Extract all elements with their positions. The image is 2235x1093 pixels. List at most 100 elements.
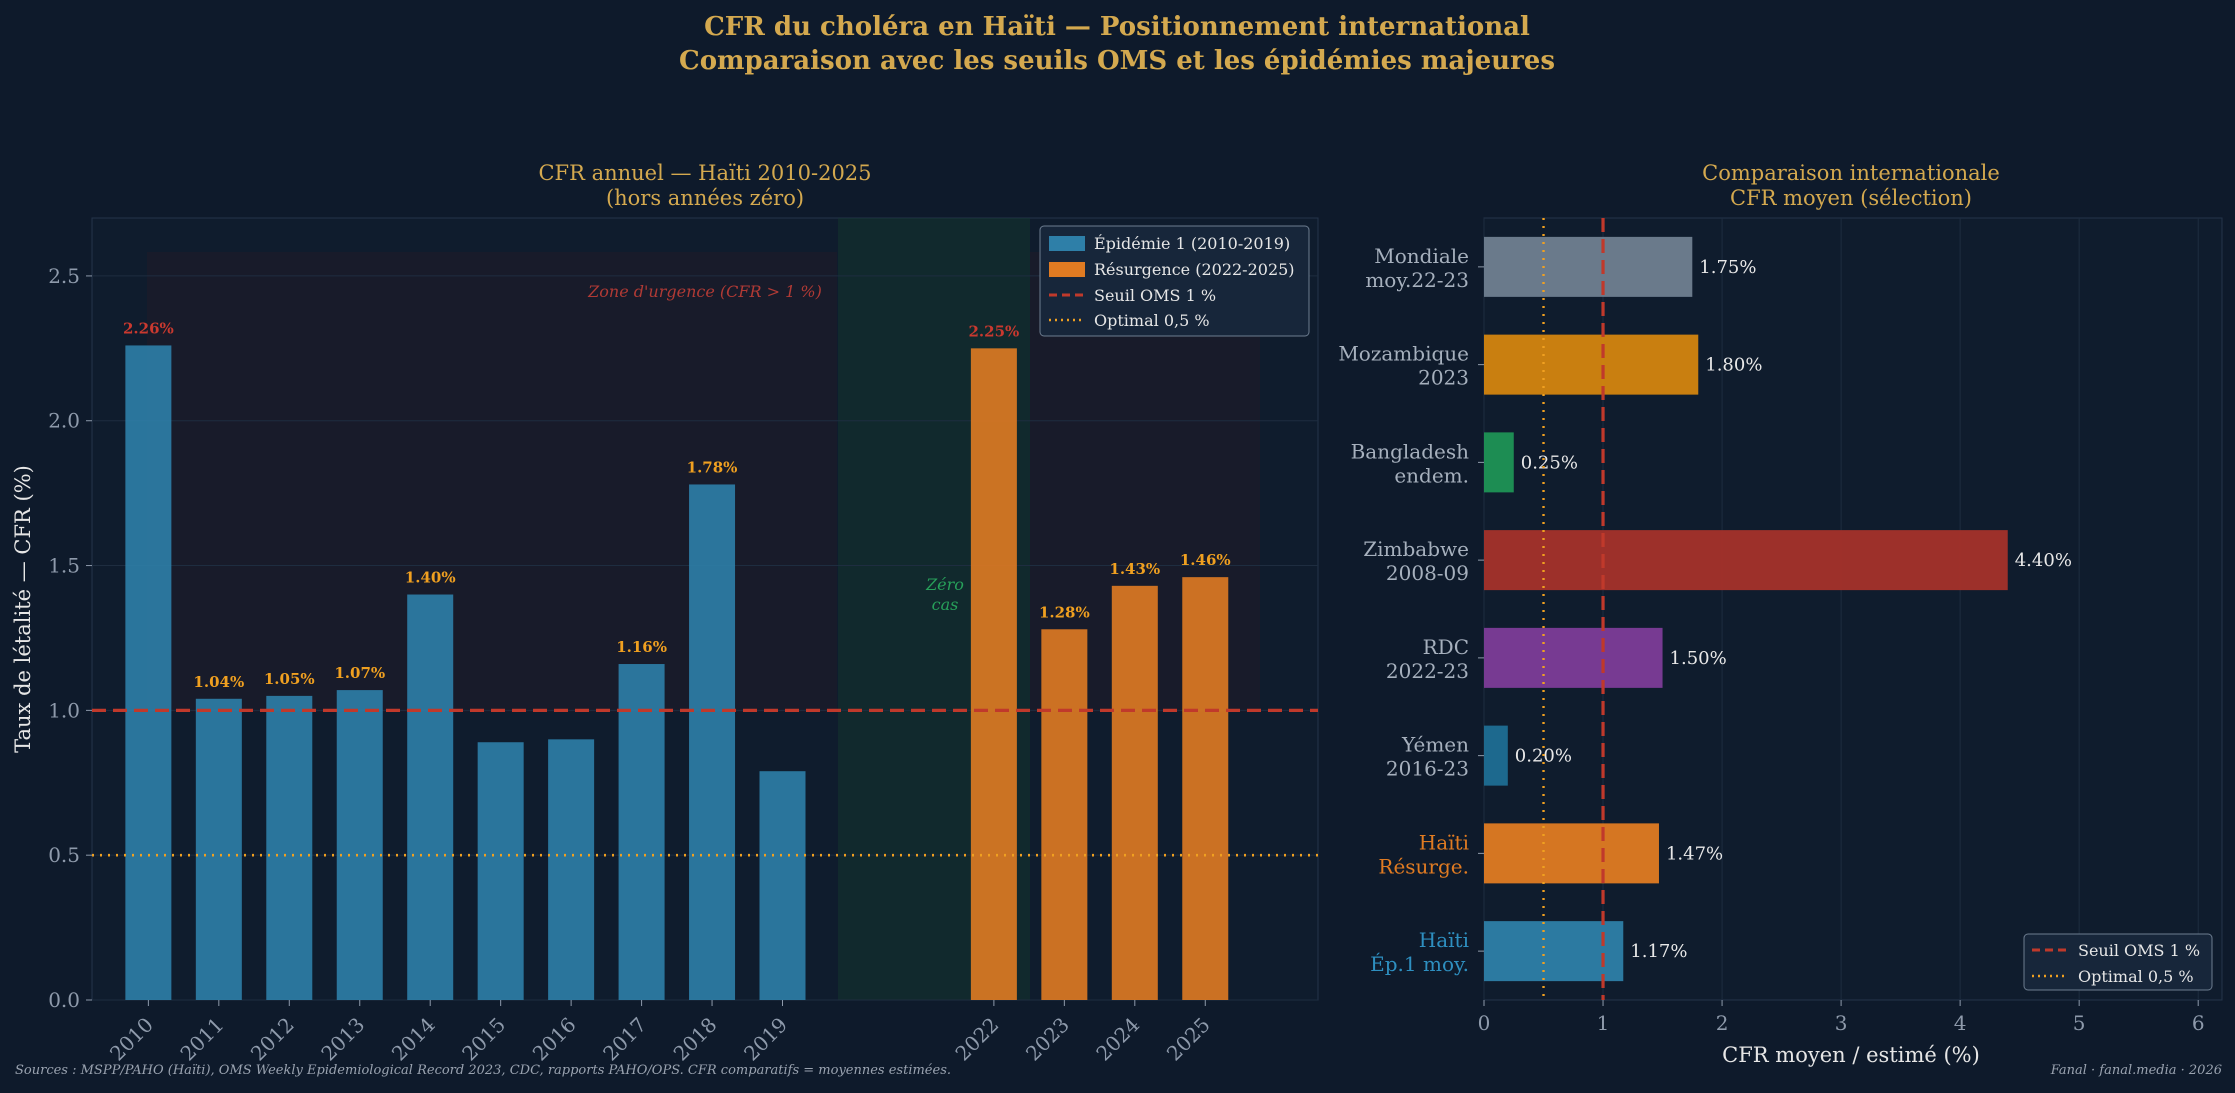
comparison-category-line2-2: endem.: [1394, 463, 1469, 487]
comparison-category-line1-0: Mondiale: [1374, 244, 1469, 268]
legend-label-epidemic-1: Épidémie 1 (2010-2019): [1094, 233, 1290, 253]
legend-label-who-threshold: Seuil OMS 1 %: [1094, 286, 1216, 305]
comparison-bar-7: [1484, 921, 1624, 982]
left-y-tick-label: 1.5: [48, 554, 80, 578]
legend-label-optimal: Optimal 0,5 %: [1094, 311, 1210, 330]
international-comparison-chart: Comparaison internationale CFR moyen (sé…: [1338, 161, 2223, 1067]
right-x-tick-label: 6: [2192, 1011, 2205, 1035]
bar-epidemic-1-2015: [477, 742, 524, 1000]
right-x-tick-label: 1: [1597, 1011, 1610, 1035]
right-legend-label-optimal: Optimal 0,5 %: [2078, 967, 2194, 986]
footer-credit: Fanal · fanal.media · 2026: [2050, 1063, 2222, 1078]
left-y-axis-label: Taux de létalité — CFR (%): [11, 465, 35, 753]
data-label-2014: 1.40%: [405, 569, 456, 587]
comparison-category-line2-3: 2008-09: [1386, 561, 1469, 585]
right-x-tick-label: 4: [1954, 1011, 1967, 1035]
right-x-tick-label: 5: [2073, 1011, 2086, 1035]
left-chart-title: CFR annuel — Haïti 2010-2025: [538, 161, 871, 185]
bar-epidemic-1-2010: [125, 345, 172, 1001]
bar-epidemic-1-2011: [195, 698, 242, 1000]
comparison-bar-2: [1484, 432, 1514, 493]
data-label-2023: 1.28%: [1039, 603, 1090, 621]
data-label-2024: 1.43%: [1109, 560, 1160, 578]
data-label-2018: 1.78%: [687, 458, 738, 476]
data-label-2025: 1.46%: [1180, 551, 1231, 569]
zero-cases-annotation-line1: Zéro: [925, 575, 964, 594]
left-legend: Épidémie 1 (2010-2019) Résurgence (2022-…: [1039, 225, 1310, 337]
comparison-category-line1-6: Haïti: [1419, 830, 1469, 854]
comparison-value-label-0: 1.75%: [1699, 257, 1756, 278]
right-legend: Seuil OMS 1 % Optimal 0,5 %: [2023, 933, 2213, 991]
comparison-category-line2-4: 2022-23: [1386, 659, 1469, 683]
legend-swatch-epidemic-1: [1049, 236, 1085, 251]
zero-cases-annotation-line2: cas: [932, 595, 959, 614]
bar-epidemic-1-2014: [407, 594, 454, 1000]
comparison-category-line1-2: Bangladesh: [1351, 439, 1470, 463]
left-y-tick-label: 1.0: [48, 698, 80, 722]
left-y-tick-label: 2.5: [48, 264, 80, 288]
bar-resurgence-2023: [1041, 629, 1088, 1000]
figure-title: CFR du choléra en Haïti — Positionnement…: [704, 12, 1530, 42]
bar-resurgence-2022: [970, 348, 1017, 1000]
right-legend-label-who-threshold: Seuil OMS 1 %: [2078, 941, 2200, 960]
right-x-tick-label: 3: [1835, 1011, 1848, 1035]
footer-sources: Sources : MSPP/PAHO (Haïti), OMS Weekly …: [15, 1063, 951, 1078]
left-x-tick-label-2025: 2025: [1162, 1013, 1215, 1066]
comparison-value-label-7: 1.17%: [1630, 941, 1687, 962]
comparison-value-label-6: 1.47%: [1666, 843, 1723, 864]
comparison-category-line1-5: Yémen: [1401, 733, 1469, 757]
bar-resurgence-2024: [1111, 585, 1158, 1000]
comparison-category-line2-0: moy.22-23: [1365, 268, 1469, 292]
right-x-tick-label: 2: [1716, 1011, 1729, 1035]
annual-cfr-chart: CFR annuel — Haïti 2010-2025 (hors année…: [11, 161, 1319, 1066]
right-x-tick-label: 0: [1478, 1011, 1491, 1035]
data-label-2010: 2.26%: [123, 319, 174, 337]
bar-epidemic-1-2017: [618, 664, 665, 1000]
left-x-tick-label-2024: 2024: [1091, 1013, 1144, 1066]
comparison-bar-6: [1484, 823, 1659, 884]
left-x-tick-label-2023: 2023: [1021, 1013, 1074, 1066]
bar-epidemic-1-2016: [548, 739, 595, 1000]
comparison-bar-3: [1484, 530, 2008, 591]
left-x-tick-label-2013: 2013: [316, 1013, 369, 1066]
comparison-bar-0: [1484, 236, 1693, 297]
bar-epidemic-1-2019: [759, 771, 806, 1000]
data-label-2011: 1.04%: [193, 673, 244, 691]
left-x-tick-label-2018: 2018: [669, 1013, 722, 1066]
comparison-value-label-2: 0.25%: [1521, 452, 1578, 473]
left-x-tick-label-2010: 2010: [105, 1013, 158, 1066]
legend-label-resurgence: Résurgence (2022-2025): [1094, 260, 1295, 279]
comparison-bar-1: [1484, 334, 1699, 395]
left-y-tick-label: 0.0: [48, 988, 80, 1012]
comparison-category-line1-1: Mozambique: [1338, 342, 1469, 366]
comparison-bar-5: [1484, 725, 1508, 786]
data-label-2012: 1.05%: [264, 670, 315, 688]
right-x-axis-label: CFR moyen / estimé (%): [1722, 1043, 1980, 1067]
data-label-2013: 1.07%: [334, 664, 385, 682]
comparison-category-line1-4: RDC: [1423, 635, 1469, 659]
comparison-category-line2-1: 2023: [1418, 366, 1469, 390]
bar-resurgence-2025: [1182, 577, 1229, 1000]
bar-epidemic-1-2013: [336, 690, 383, 1000]
left-x-tick-label-2017: 2017: [598, 1013, 651, 1066]
left-x-tick-label-2014: 2014: [387, 1013, 440, 1066]
comparison-bar-4: [1484, 627, 1663, 688]
left-x-tick-label-2011: 2011: [175, 1013, 228, 1066]
emergency-zone-annotation: Zone d'urgence (CFR > 1 %): [587, 282, 822, 301]
comparison-category-line1-3: Zimbabwe: [1363, 537, 1469, 561]
right-chart-subtitle: CFR moyen (sélection): [1730, 186, 1972, 210]
left-x-tick-label-2022: 2022: [950, 1013, 1003, 1066]
left-y-tick-label: 2.0: [48, 409, 80, 433]
left-x-tick-label-2019: 2019: [739, 1013, 792, 1066]
comparison-category-line2-6: Résurge.: [1378, 854, 1469, 878]
left-chart-subtitle: (hors années zéro): [606, 186, 804, 210]
comparison-category-line2-5: 2016-23: [1386, 757, 1469, 781]
left-x-tick-label-2012: 2012: [246, 1013, 299, 1066]
comparison-value-label-5: 0.20%: [1515, 746, 1572, 767]
left-y-tick-label: 0.5: [48, 843, 80, 867]
legend-swatch-resurgence: [1049, 262, 1085, 277]
bar-epidemic-1-2012: [266, 695, 313, 1000]
comparison-category-line2-7: Ép.1 moy.: [1370, 952, 1469, 976]
comparison-category-line1-7: Haïti: [1419, 928, 1469, 952]
